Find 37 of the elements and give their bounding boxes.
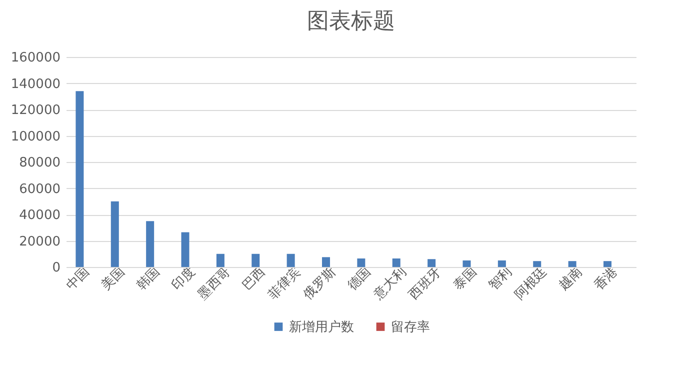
bar <box>357 258 366 267</box>
bar <box>533 261 542 267</box>
bar <box>603 261 612 267</box>
bar <box>322 257 330 267</box>
bar <box>392 258 400 267</box>
x-tick-label: 德国 <box>345 264 374 294</box>
bar <box>76 91 84 267</box>
y-tick-label: 60000 <box>19 182 60 197</box>
bar <box>462 260 471 267</box>
bar <box>252 254 260 267</box>
x-tick-label: 俄罗斯 <box>300 264 340 303</box>
legend-label: 新增用户数 <box>289 320 354 335</box>
chart-title: 图表标题 <box>307 9 395 34</box>
y-tick-label: 0 <box>52 260 60 276</box>
bar <box>568 261 576 267</box>
y-tick-label: 20000 <box>19 234 60 250</box>
bar <box>181 232 190 267</box>
legend-label: 留存率 <box>391 318 430 335</box>
bar <box>286 254 295 267</box>
bar <box>110 201 119 267</box>
x-tick-label: 越南 <box>556 264 586 294</box>
y-tick-label: 80000 <box>19 156 60 170</box>
y-tick-label: 160000 <box>10 50 60 66</box>
bar <box>146 221 154 267</box>
bar <box>428 259 436 267</box>
x-tick-label: 美国 <box>98 264 128 294</box>
bar <box>216 254 224 267</box>
y-tick-label: 40000 <box>19 208 60 223</box>
x-tick-label: 巴西 <box>240 264 269 294</box>
bar <box>498 260 506 267</box>
x-tick-label: 泰国 <box>450 264 480 294</box>
y-tick-label: 140000 <box>10 76 60 92</box>
y-tick-label: 120000 <box>10 103 60 118</box>
x-tick-label: 香港 <box>592 264 621 294</box>
x-tick-label: 中国 <box>64 264 93 294</box>
x-tick-label: 韩国 <box>134 264 164 294</box>
y-tick-label: 100000 <box>10 129 60 144</box>
